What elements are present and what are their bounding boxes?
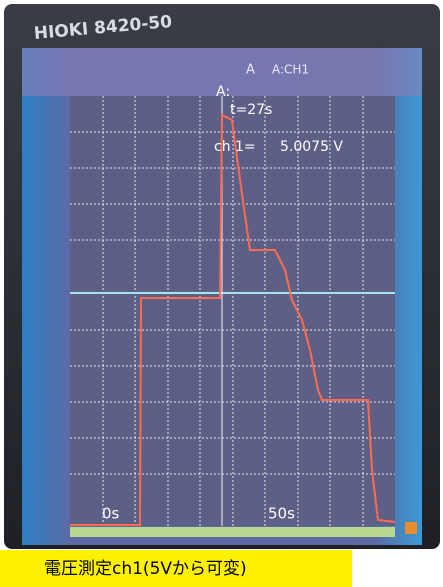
axis-end: 50s — [268, 505, 295, 523]
axis-start: 0s — [102, 505, 120, 523]
page: HIOKI 8420-50 A A:CH1 A: t=27s ch 1= 5.0… — [0, 0, 443, 587]
readout-channel: ch 1= — [214, 139, 256, 155]
indicator — [405, 522, 417, 534]
photo: HIOKI 8420-50 A A:CH1 A: t=27s ch 1= 5.0… — [0, 0, 443, 587]
status-bar — [70, 527, 395, 537]
readout-value: 5.0075 V — [280, 139, 343, 155]
menu-cursor: A — [246, 63, 255, 78]
caption: 電圧測定ch1(5Vから可変) — [44, 559, 247, 579]
menu-channel: A:CH1 — [272, 63, 309, 77]
readout-cursor: A: — [216, 84, 230, 100]
readout-time: t=27s — [230, 102, 272, 118]
